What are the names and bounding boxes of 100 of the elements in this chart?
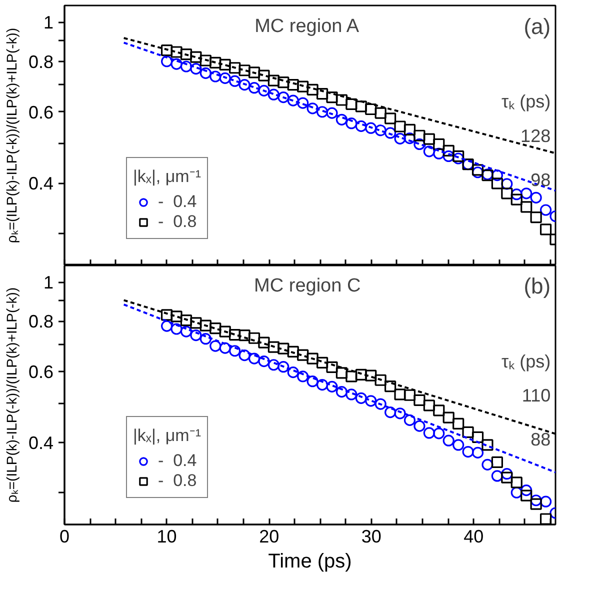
point (520, 484, 532, 496)
point (394, 388, 406, 400)
point (316, 356, 328, 368)
y-tick-label: 0.8 (28, 52, 54, 72)
point (336, 114, 348, 126)
point (520, 201, 532, 213)
point (510, 476, 522, 488)
y-tick-label: 0.6 (28, 102, 54, 122)
point (423, 400, 435, 412)
annotation: τₖ (ps) (501, 92, 551, 112)
annotation: 128 (520, 126, 551, 146)
point (530, 494, 542, 506)
point (346, 118, 358, 130)
point (210, 322, 222, 334)
point (200, 320, 212, 332)
point (433, 428, 445, 440)
point (540, 513, 552, 524)
point (394, 408, 406, 420)
point (326, 380, 338, 392)
point (287, 79, 299, 91)
point (374, 107, 386, 119)
point (482, 458, 494, 470)
point (258, 84, 270, 96)
point (530, 498, 542, 510)
point (229, 345, 241, 357)
point (190, 317, 202, 329)
point (306, 352, 318, 364)
point (346, 388, 358, 400)
point (258, 355, 270, 368)
point (452, 152, 464, 164)
point (442, 144, 454, 156)
point (219, 326, 231, 338)
point (238, 329, 250, 342)
point (442, 412, 454, 424)
point (355, 392, 367, 404)
point (491, 178, 503, 190)
point (306, 376, 318, 388)
point (229, 62, 241, 74)
point (540, 496, 552, 508)
legend-title: |kₓ|, μm⁻¹ (133, 166, 201, 187)
point (238, 64, 250, 76)
point (365, 395, 377, 407)
y-tick-label: 1 (43, 12, 54, 33)
point (248, 82, 260, 94)
point (394, 132, 406, 144)
point (306, 102, 318, 114)
y-tick-label: 0.4 (28, 432, 54, 453)
point (268, 74, 280, 86)
annotation: τₖ (ps) (501, 351, 551, 372)
legend-label: - 0.4 (158, 451, 197, 471)
annotation: 98 (530, 170, 551, 190)
point (268, 88, 280, 100)
point (452, 418, 464, 430)
point (423, 133, 435, 145)
point (160, 56, 173, 68)
point (384, 127, 396, 139)
legend-label: - 0.4 (158, 192, 197, 212)
point (414, 394, 426, 406)
text: MC region A (254, 16, 360, 37)
point (404, 389, 416, 401)
point (287, 94, 299, 106)
point (540, 204, 552, 216)
point (530, 212, 542, 224)
x-tick-label: 0 (59, 526, 70, 546)
point (365, 122, 377, 134)
point (336, 94, 348, 106)
point (278, 361, 290, 373)
point (404, 414, 416, 426)
point (520, 490, 532, 502)
point (316, 106, 328, 118)
point (190, 62, 202, 75)
point (219, 58, 231, 71)
point (414, 138, 426, 150)
point (501, 178, 513, 190)
annotation: 88 (530, 430, 551, 450)
point (404, 132, 416, 144)
point (462, 446, 474, 458)
point (287, 346, 299, 358)
point (287, 366, 299, 378)
point (472, 446, 484, 458)
point (326, 91, 338, 104)
point (258, 336, 270, 348)
point (433, 404, 445, 416)
point (442, 434, 454, 446)
point (258, 70, 270, 82)
point (229, 75, 241, 87)
point (472, 431, 484, 443)
point (160, 320, 173, 332)
point (160, 309, 173, 321)
y-axis-title: ρₖ=(ILP(k)-ILP(-k))/(ILP(k)+ILP(-k)) (3, 28, 20, 244)
point (414, 420, 426, 432)
point (423, 427, 435, 439)
point (433, 148, 445, 160)
point (442, 150, 454, 162)
x-tick-label: 40 (464, 526, 484, 546)
x-tick-label: 10 (156, 526, 177, 546)
point (346, 98, 358, 110)
point (394, 120, 406, 132)
point (248, 332, 260, 344)
y-tick-label: 0.6 (28, 362, 54, 382)
